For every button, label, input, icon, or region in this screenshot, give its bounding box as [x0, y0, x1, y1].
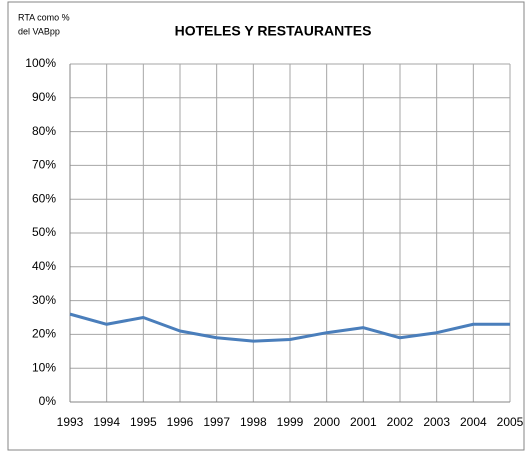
x-tick-label: 1999 [277, 415, 304, 429]
y-tick-label: 70% [32, 158, 56, 172]
y-tick-label: 50% [32, 225, 56, 239]
x-tick-label: 2002 [387, 415, 414, 429]
y-tick-label: 40% [32, 259, 56, 273]
x-tick-label: 1995 [130, 415, 157, 429]
x-tick-label: 2001 [350, 415, 377, 429]
y-tick-label: 100% [25, 56, 56, 70]
x-tick-label: 1993 [57, 415, 84, 429]
y-tick-label: 20% [32, 327, 56, 341]
x-tick-label: 2000 [313, 415, 340, 429]
y-tick-label: 80% [32, 124, 56, 138]
x-tick-label: 1998 [240, 415, 267, 429]
y-axis-label: RTA como % [18, 12, 70, 22]
chart-frame [7, 1, 525, 451]
y-tick-label: 60% [32, 191, 56, 205]
y-tick-label: 90% [32, 90, 56, 104]
y-axis-label: del VABpp [18, 26, 60, 36]
data-line [69, 312, 510, 343]
x-tick-label: 2003 [423, 415, 450, 429]
y-tick-label: 0% [39, 394, 57, 408]
x-tick-label: 2004 [460, 415, 487, 429]
x-tick-label: 1997 [203, 415, 230, 429]
x-tick-label: 2005 [497, 415, 524, 429]
y-tick-label: 30% [32, 293, 56, 307]
chart-title: HOTELES Y RESTAURANTES [175, 23, 372, 39]
x-tick-label: 1994 [93, 415, 120, 429]
x-tick-label: 1996 [167, 415, 194, 429]
y-tick-label: 10% [32, 360, 56, 374]
